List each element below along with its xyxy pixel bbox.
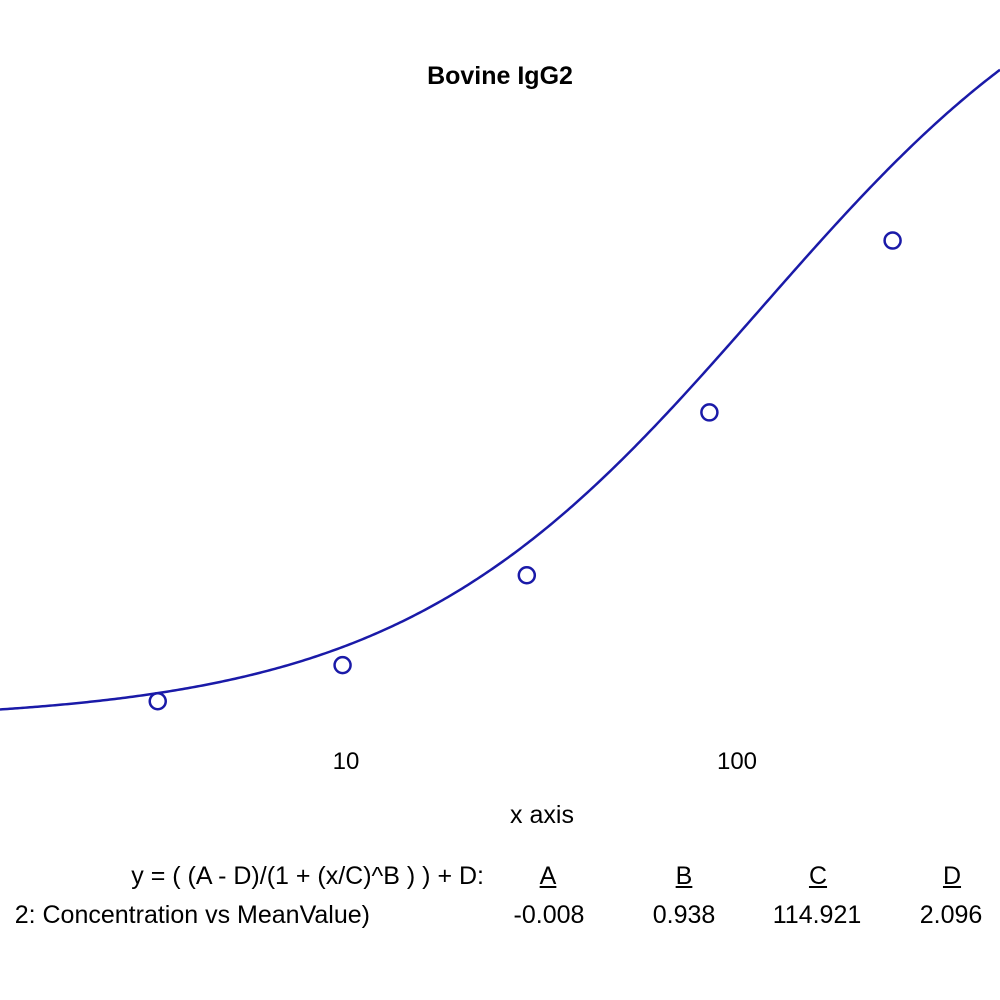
data-point-3 — [517, 566, 537, 585]
param-a-name: A — [539, 862, 557, 890]
x-axis-label: x axis — [510, 801, 574, 829]
param-b-name: B — [675, 862, 693, 890]
fit-equation: y = ( (A - D)/(1 + (x/C)^B ) ) + D: — [131, 862, 484, 890]
fit-curve — [0, 68, 1000, 711]
data-point-5 — [883, 231, 902, 250]
param-a-value: -0.008 — [513, 901, 585, 929]
param-d-name: D — [942, 862, 962, 890]
data-point-4 — [700, 403, 719, 422]
x-tick-label-10: 10 — [332, 748, 360, 775]
series-label: 2: Concentration vs MeanValue) — [14, 901, 370, 929]
data-point-2 — [333, 655, 352, 675]
param-c-value: 114.921 — [772, 901, 862, 929]
chart-title: Bovine IgG2 — [427, 62, 573, 90]
x-tick-label-100: 100 — [716, 748, 758, 775]
data-point-1 — [148, 691, 167, 711]
param-c-name: C — [808, 862, 828, 890]
param-d-value: 2.096 — [919, 901, 983, 929]
param-b-value: 0.938 — [652, 901, 716, 929]
data-points — [148, 231, 902, 711]
